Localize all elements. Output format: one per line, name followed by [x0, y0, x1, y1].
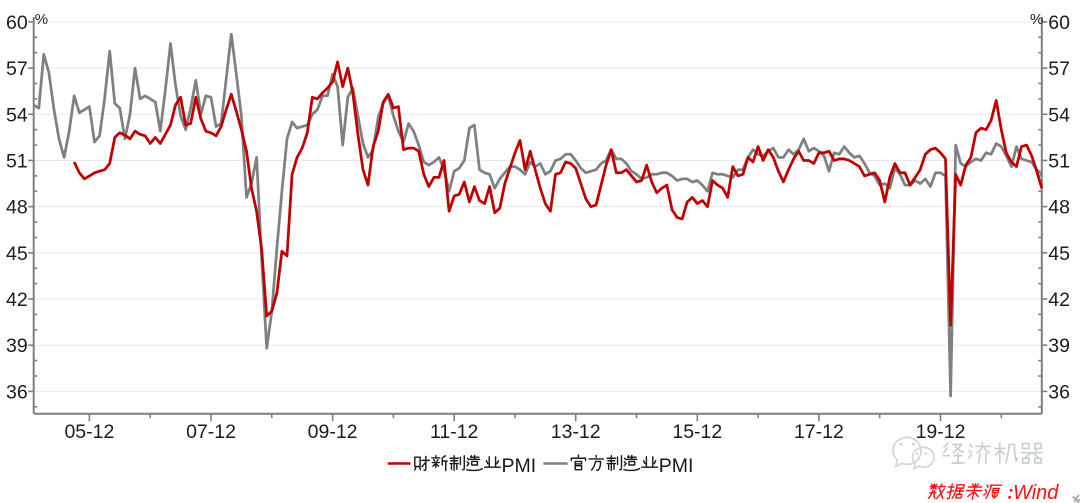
svg-text:Wind: Wind: [1013, 482, 1059, 503]
svg-text:39: 39: [1048, 335, 1070, 357]
svg-text:36: 36: [6, 381, 28, 403]
svg-text:54: 54: [1048, 104, 1070, 126]
svg-text:19-12: 19-12: [916, 421, 966, 443]
svg-text:09-12: 09-12: [308, 421, 358, 443]
svg-text:PMI: PMI: [659, 455, 694, 477]
svg-text:39: 39: [6, 335, 28, 357]
svg-text:07-12: 07-12: [186, 421, 236, 443]
svg-text:15-12: 15-12: [672, 421, 722, 443]
svg-text:36: 36: [1048, 381, 1070, 403]
svg-text:48: 48: [6, 197, 28, 219]
svg-text:17-12: 17-12: [794, 421, 844, 443]
svg-text:13-12: 13-12: [551, 421, 601, 443]
svg-text:51: 51: [1048, 150, 1070, 172]
svg-text:PMI: PMI: [502, 455, 537, 477]
svg-text:%: %: [1030, 11, 1043, 28]
svg-text:51: 51: [6, 150, 28, 172]
svg-text:%: %: [35, 11, 48, 28]
svg-text:57: 57: [6, 58, 28, 80]
svg-text:57: 57: [1048, 58, 1070, 80]
svg-text:60: 60: [6, 12, 28, 34]
svg-text:42: 42: [6, 289, 28, 311]
svg-text:42: 42: [1048, 289, 1070, 311]
svg-text:45: 45: [1048, 243, 1070, 265]
svg-text:45: 45: [6, 243, 28, 265]
svg-text:11-12: 11-12: [430, 421, 478, 443]
svg-text:05-12: 05-12: [64, 421, 114, 443]
svg-text:48: 48: [1048, 197, 1070, 219]
svg-text:60: 60: [1048, 12, 1070, 34]
svg-text:54: 54: [6, 104, 28, 126]
